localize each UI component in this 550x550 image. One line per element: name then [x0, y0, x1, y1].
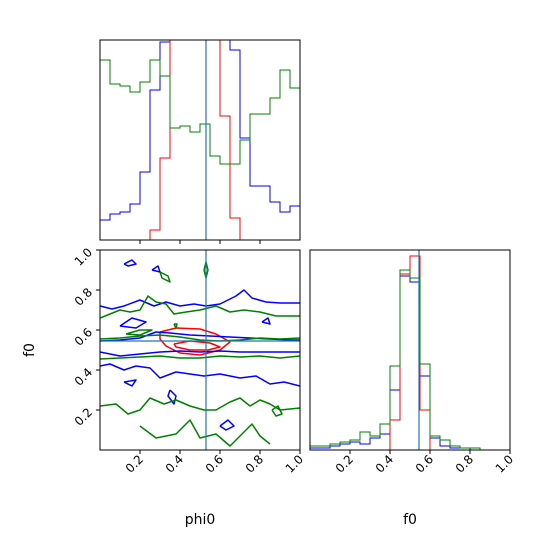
- contour-run_a-6: [167, 389, 177, 405]
- hist-phi0-series-run_a: [100, 40, 300, 240]
- hist-phi0-series-run_c: [100, 59, 300, 240]
- hist-f0-series-run_b: [310, 255, 510, 450]
- contour-run_c-2: [100, 295, 300, 319]
- phi0-histogram-panel: [99, 39, 301, 244]
- contour-run_a-9: [261, 317, 271, 325]
- contour-run_a-3: [100, 363, 300, 387]
- contour-run_a-2: [100, 289, 300, 310]
- contour-run_c-6: [159, 271, 171, 283]
- contour-run_a-4: [119, 317, 147, 329]
- contour-run_c-3: [100, 397, 300, 415]
- contour-phi0-f0-frame: [99, 249, 301, 451]
- contour-run_a-5: [123, 379, 137, 387]
- x-axis-title-phi0: phi0: [185, 512, 216, 528]
- hist-f0-frame: [309, 249, 511, 451]
- hist-f0-series-run_c: [310, 269, 510, 450]
- contour-run_a-8: [151, 265, 161, 273]
- y-axis-title-f0: f0: [22, 343, 38, 357]
- contour-run_c-1: [100, 355, 300, 360]
- contour-run_c-0: [100, 334, 300, 342]
- hist-f0-plot-area: [310, 250, 510, 450]
- contour-run_c-4: [139, 419, 271, 447]
- contour-phi0-f0-plot-area: [100, 250, 300, 450]
- contour-run_c-7: [203, 261, 209, 279]
- contour-run_b-0: [159, 327, 231, 356]
- hist-phi0-frame: [99, 39, 301, 241]
- hist-phi0-plot-area: [100, 40, 300, 240]
- contour-run_a-10: [219, 419, 235, 431]
- contour-run_c-8: [271, 405, 283, 417]
- contour-run_c-5: [125, 329, 153, 336]
- contour-run_a-7: [123, 259, 137, 267]
- contour-run_c-9: [173, 323, 178, 329]
- contour-run_a-1: [100, 350, 300, 357]
- x-axis-title-f0: f0: [403, 512, 417, 528]
